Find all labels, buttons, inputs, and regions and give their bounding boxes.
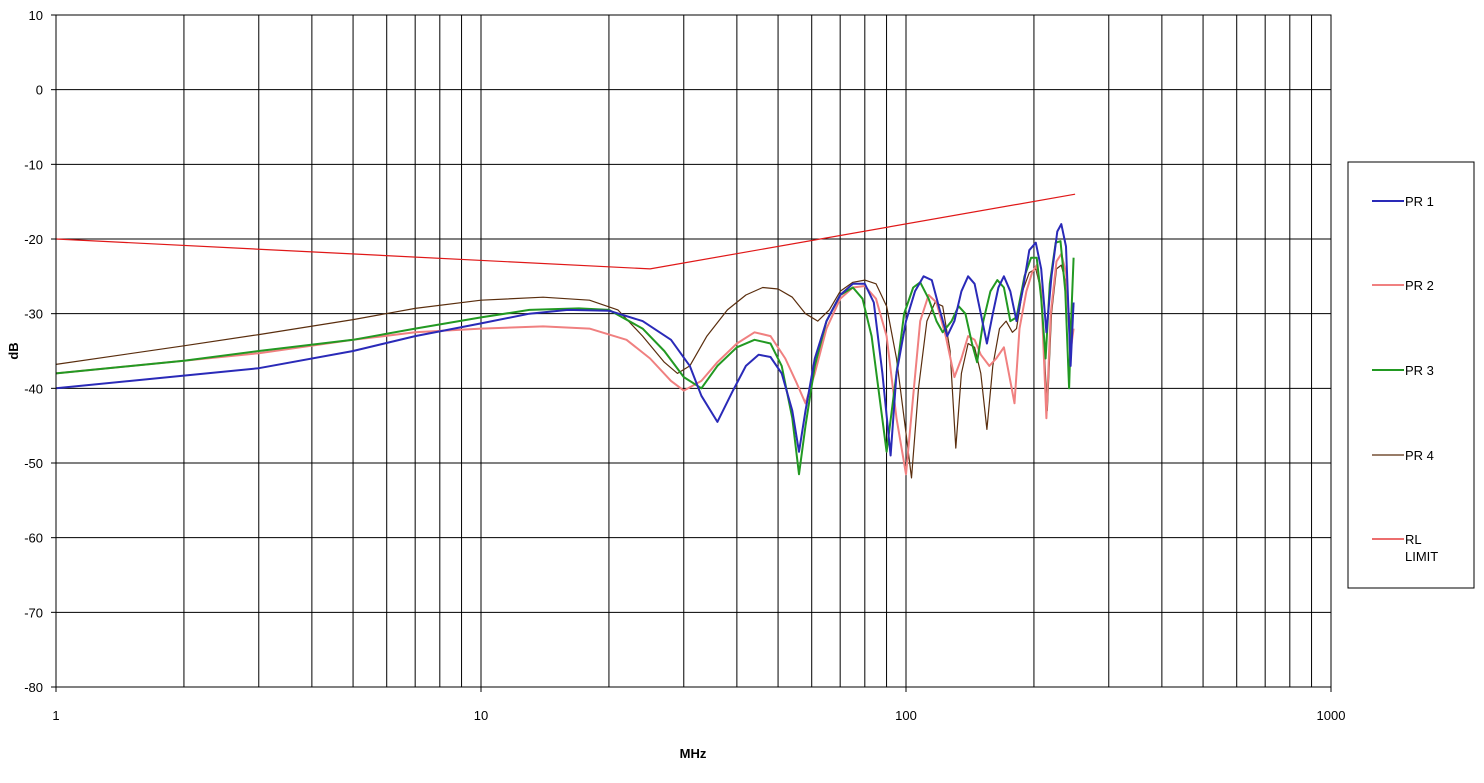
- y-tick-label: -60: [24, 531, 43, 546]
- y-tick-label: -40: [24, 381, 43, 396]
- y-tick-label: -20: [24, 232, 43, 247]
- x-tick-label: 1000: [1317, 708, 1346, 723]
- series-line-pr-4: [55, 264, 1075, 479]
- series-line-rl-limit: [55, 193, 1076, 270]
- y-tick-label: -70: [24, 605, 43, 620]
- legend: PR 1 PR 2 PR 3 PR 4 RL LIMIT: [1347, 161, 1475, 589]
- x-tick-label: 100: [895, 708, 917, 723]
- series-line-pr-2: [55, 252, 1075, 476]
- plot-border: [55, 14, 1332, 688]
- y-tick-label: 0: [36, 83, 43, 98]
- legend-label: PR 3: [1405, 363, 1434, 378]
- series-line-pr-1: [55, 223, 1075, 457]
- tick-labels: 100-10-20-30-40-50-60-70-801 10 100 1000: [24, 8, 1345, 723]
- legend-label: PR 2: [1405, 278, 1434, 293]
- legend-box: [1347, 161, 1475, 589]
- y-tick-label: 10: [29, 8, 43, 23]
- legend-label: PR 1: [1405, 194, 1434, 209]
- y-tick-label: -30: [24, 307, 43, 322]
- gridlines: [56, 15, 1331, 687]
- x-tick-label: 1: [52, 708, 59, 723]
- y-tick-label: -50: [24, 456, 43, 471]
- x-tick-label: 10: [474, 708, 488, 723]
- y-tick-label: -80: [24, 680, 43, 695]
- y-tick-label: -10: [24, 157, 43, 172]
- x-axis-title: MHz: [680, 746, 707, 761]
- plot-area: [56, 15, 1331, 687]
- y-axis-title: dB: [6, 342, 21, 359]
- legend-label: RL LIMIT: [1405, 532, 1438, 564]
- series-layer: [55, 193, 1076, 479]
- legend-label: PR 4: [1405, 448, 1434, 463]
